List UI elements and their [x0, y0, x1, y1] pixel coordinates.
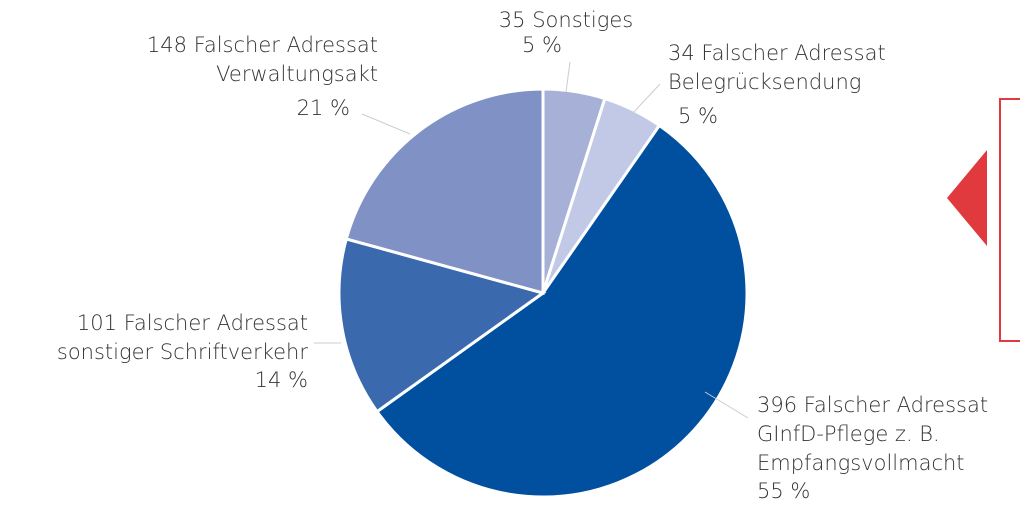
slice-count: 35 [499, 8, 526, 32]
slice-label: sonstiger Schriftverkehr [57, 340, 308, 364]
slice-label: 148 Falscher Adressat [147, 33, 378, 57]
slice-percent: 5 % [678, 104, 718, 128]
leader-line [565, 61, 571, 93]
slice-name: sonstiger Schriftverkehr [57, 340, 308, 364]
slice-label: 35 Sonstiges [499, 8, 633, 32]
slice-name: Falscher Adressat [194, 33, 378, 57]
pie-slice [337, 237, 547, 414]
callout-arrow [947, 150, 987, 246]
slice-name: Verwaltungsakt [216, 62, 378, 86]
slice-name: Falscher Adressat [701, 41, 885, 65]
slice-percent: 14 % [255, 368, 308, 392]
slice-name: Empfangsvollmacht [757, 451, 965, 475]
slice-label: GInfD-Pflege z. B. [757, 422, 940, 446]
slice-label: Verwaltungsakt [216, 62, 378, 86]
slice-label: Belegrücksendung [668, 70, 861, 94]
slice-count: 396 [757, 393, 797, 417]
slice-label: 34 Falscher Adressat [668, 41, 886, 65]
slice-percent: 5 % [522, 33, 562, 57]
callout-box [999, 98, 1020, 342]
slice-count: 148 [147, 33, 187, 57]
leader-line [361, 113, 411, 135]
slice-name: GInfD-Pflege z. B. [757, 422, 940, 446]
slice-percent: 55 % [757, 479, 810, 503]
slice-percent: 21 % [297, 96, 350, 120]
slice-name: Falscher Adressat [804, 393, 988, 417]
slice-label: Empfangsvollmacht [757, 451, 965, 475]
slice-name: Falscher Adressat [124, 311, 308, 335]
pie-slice [374, 123, 749, 499]
slice-count: 34 [668, 41, 695, 65]
leader-line [704, 391, 749, 419]
pie-slice [344, 87, 545, 295]
slice-name: Belegrücksendung [668, 70, 861, 94]
slice-label: 396 Falscher Adressat [757, 393, 988, 417]
slice-name: Sonstiges [532, 8, 633, 32]
slice-label: 101 Falscher Adressat [77, 311, 308, 335]
leader-line [631, 83, 661, 115]
slice-count: 101 [77, 311, 117, 335]
